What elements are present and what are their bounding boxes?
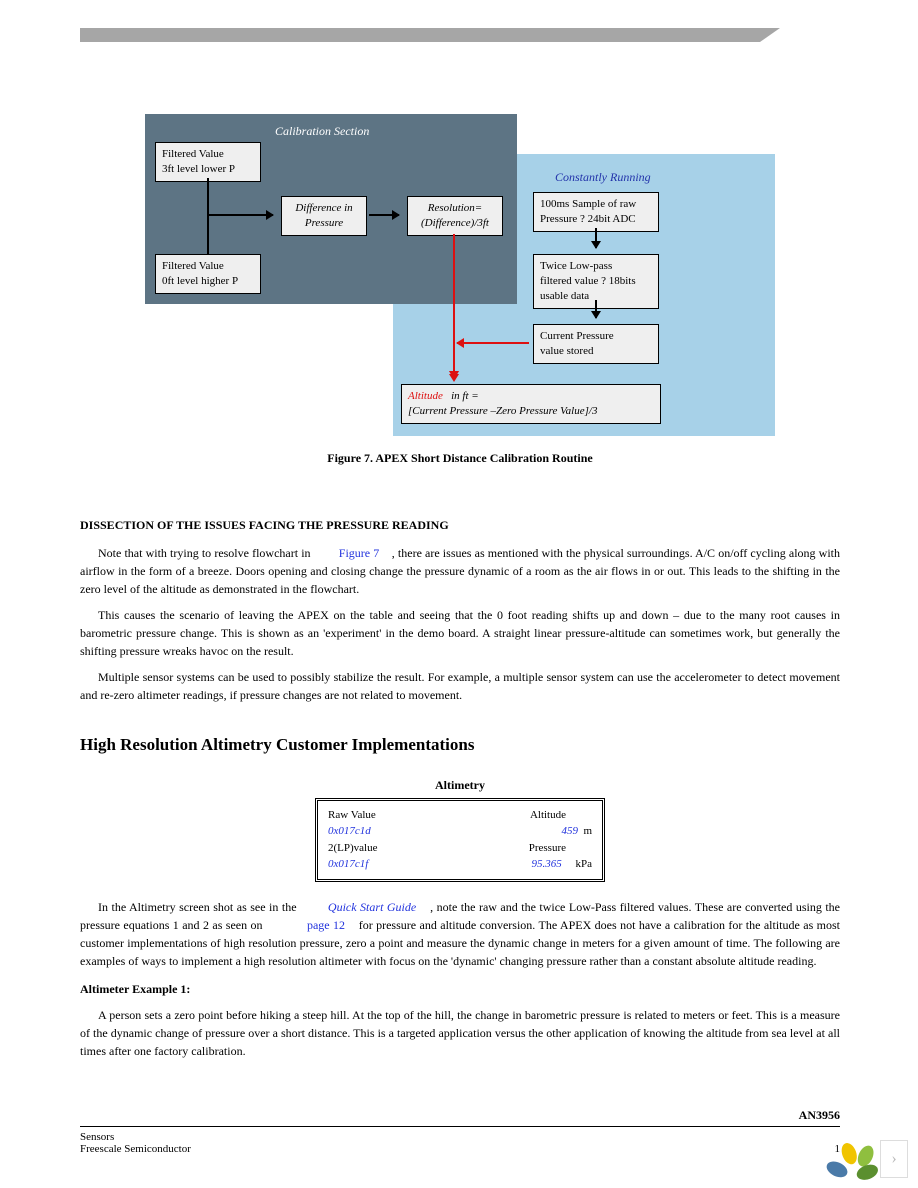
subheading: Altimeter Example 1:: [80, 980, 840, 998]
box-altitude: Altitude in ft = [Current Pressure –Zero…: [401, 384, 661, 424]
running-label: Constantly Running: [555, 170, 651, 185]
box-line: 100ms Sample of raw: [540, 198, 636, 210]
section-heading-large: High Resolution Altimetry Customer Imple…: [80, 732, 840, 758]
box-line: 0ft level higher P: [162, 275, 238, 287]
footer-left: Sensors Freescale Semiconductor: [80, 1131, 840, 1155]
paragraph: In the Altimetry screen shot as see in t…: [80, 898, 840, 970]
text: In the Altimetry screen shot as see in t…: [98, 900, 300, 914]
paragraph: A person sets a zero point before hiking…: [80, 1006, 840, 1060]
box-altitude-red: Altitude: [408, 390, 443, 402]
lcd-value: 0x017c1d: [328, 823, 460, 840]
header-bar-fill: [80, 28, 760, 42]
altimetry-title: Altimetry: [315, 776, 605, 794]
box-difference: Difference in Pressure: [281, 196, 367, 236]
calibration-label: Calibration Section: [275, 124, 369, 139]
arrow: [595, 228, 597, 248]
box-line: usable data: [540, 290, 589, 302]
chevron-right-icon: ›: [891, 1150, 896, 1168]
box-line: [Current Pressure –Zero Pressure Value]/…: [408, 405, 597, 417]
box-resolution: Resolution= (Difference)/3ft: [407, 196, 503, 236]
flower-logo-icon[interactable]: [836, 1140, 874, 1178]
box-line: Resolution=: [428, 202, 482, 214]
altimetry-panel: Altimetry Raw Value Altitude 0x017c1d 45…: [315, 776, 605, 882]
paragraph: Note that with trying to resolve flowcha…: [80, 544, 840, 598]
page-link[interactable]: page 12: [307, 918, 345, 932]
box-line: value stored: [540, 345, 593, 357]
arrow: [207, 214, 273, 216]
text: Note that with trying to resolve flowcha…: [98, 546, 314, 560]
lcd-label: Raw Value: [328, 807, 447, 824]
arrow-red: [457, 342, 529, 344]
header-bar: [80, 28, 840, 42]
arrow-red-v-head: [453, 234, 455, 378]
box-line: 3ft level lower P: [162, 163, 235, 175]
page-footer: AN3956 Sensors Freescale Semiconductor 1: [80, 1108, 840, 1155]
arrow: [595, 300, 597, 318]
paragraph: This causes the scenario of leaving the …: [80, 606, 840, 660]
lcd-value: 459: [561, 825, 578, 837]
box-line: filtered value ? 18bits: [540, 275, 636, 287]
lcd-label: Pressure: [447, 840, 592, 857]
flowchart-figure: Calibration Section Constantly Running F…: [145, 114, 775, 436]
box-line: Filtered Value: [162, 260, 224, 272]
lcd-unit: kPa: [576, 858, 593, 870]
page-body: Calibration Section Constantly Running F…: [80, 44, 840, 1068]
box-filtered-low: Filtered Value 3ft level lower P: [155, 142, 261, 182]
paragraph: Multiple sensor systems can be used to p…: [80, 668, 840, 704]
quick-start-link[interactable]: Quick Start Guide: [328, 900, 416, 914]
footer-text: Freescale Semiconductor: [80, 1143, 191, 1155]
box-sample: 100ms Sample of raw Pressure ? 24bit ADC: [533, 192, 659, 232]
footer-rule: [80, 1126, 840, 1127]
lcd-value: 0x017c1f: [328, 856, 460, 873]
figure-link[interactable]: Figure 7: [339, 546, 379, 560]
arrow: [207, 178, 209, 254]
corner-widget: ›: [836, 1140, 908, 1178]
box-store: Current Pressure value stored: [533, 324, 659, 364]
next-button[interactable]: ›: [880, 1140, 908, 1178]
box-line: (Difference)/3ft: [421, 217, 489, 229]
lcd-unit: m: [583, 825, 592, 837]
figure-caption: Figure 7. APEX Short Distance Calibratio…: [80, 451, 840, 466]
lcd-label: 2(LP)value: [328, 840, 447, 857]
lcd-value-cell: 459 m: [460, 823, 592, 840]
arrow-red-head: [449, 374, 459, 382]
petal-icon: [839, 1141, 860, 1166]
lcd-value: 95.365: [532, 858, 562, 870]
box-line: Current Pressure: [540, 330, 614, 342]
altimetry-lcd: Raw Value Altitude 0x017c1d 459 m 2(LP)v…: [315, 798, 605, 882]
box-line: Pressure ? 24bit ADC: [540, 213, 636, 225]
doc-number: AN3956: [799, 1108, 840, 1123]
box-line: Pressure: [305, 217, 343, 229]
header-bar-cut: [760, 28, 780, 42]
box-line: Twice Low-pass: [540, 260, 612, 272]
content-area: DISSECTION OF THE ISSUES FACING THE PRES…: [80, 516, 840, 1060]
lcd-label: Altitude: [447, 807, 592, 824]
lcd-value-cell: 95.365 kPa: [460, 856, 592, 873]
box-line: in ft =: [451, 390, 479, 402]
arrow: [369, 214, 399, 216]
footer-text: Sensors: [80, 1131, 114, 1143]
box-line: Difference in: [295, 202, 352, 214]
box-filtered-high: Filtered Value 0ft level higher P: [155, 254, 261, 294]
box-line: Filtered Value: [162, 148, 224, 160]
section-heading: DISSECTION OF THE ISSUES FACING THE PRES…: [80, 516, 840, 534]
